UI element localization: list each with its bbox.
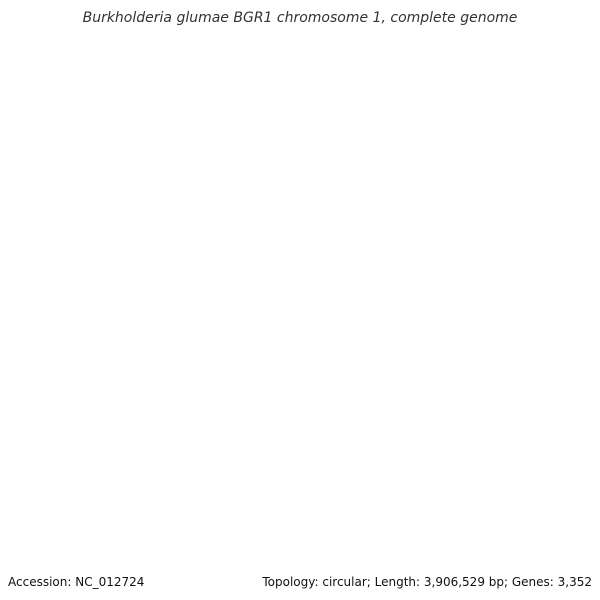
map-title: Burkholderia glumae BGR1 chromosome 1, c… (83, 10, 518, 26)
accession-label: Accession: NC_012724 (8, 575, 144, 589)
topology-label: Topology: circular; Length: 3,906,529 bp… (261, 575, 592, 589)
